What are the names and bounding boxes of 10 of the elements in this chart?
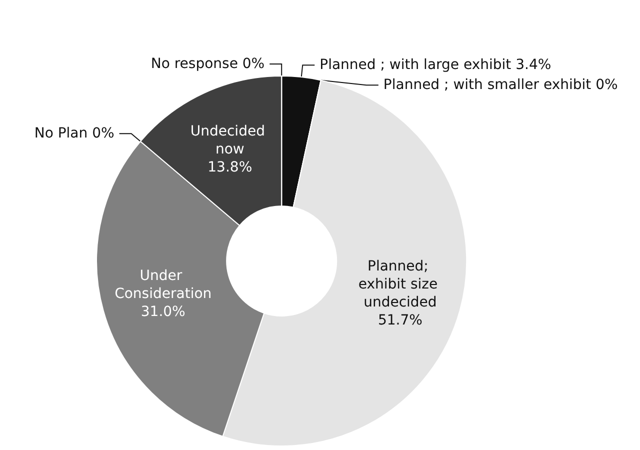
legend-label: No response 0% [150,56,265,72]
legend-label: No Plan 0% [34,126,114,142]
slice-label: Undecided now [190,123,270,158]
slice-label: Planned; exhibit size undecided [358,258,442,311]
data-label: 31.0% [140,304,186,320]
data-label: 51.7% [378,312,422,329]
slice-label: Under Consideration [114,268,212,302]
slice-label: Planned ; with large exhibit 3.4% [320,57,552,74]
data-label: 13.8% [208,159,252,176]
category-label: Planned ; with smaller exhibit 0% [383,77,618,94]
